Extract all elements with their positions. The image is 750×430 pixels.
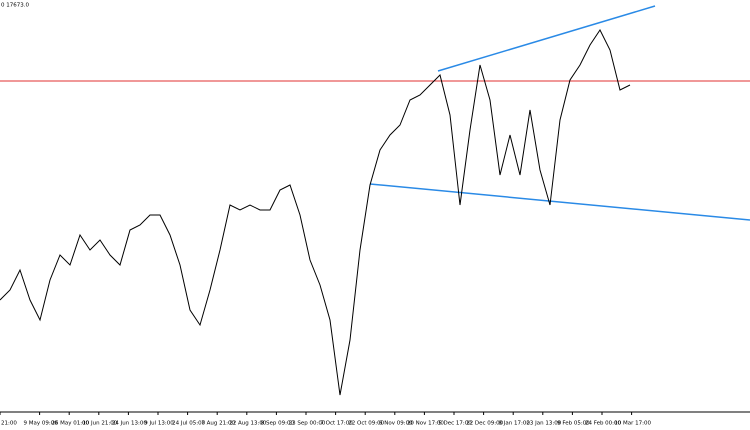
upper-trendline xyxy=(437,5,656,72)
price-label: 0 17673.0 xyxy=(1,3,29,9)
x-tick-label: 22 Aug 13:00 xyxy=(229,421,267,427)
x-tick-label: 24 Jun 13:00 xyxy=(112,421,147,427)
x-tick-label: 26 May 01:00 xyxy=(51,421,89,427)
x-tick-label: 22 Oct 09:00 xyxy=(348,421,384,427)
x-tick-label: 8 Jan 17:00 xyxy=(499,421,531,427)
x-tick-label: 8 Sep 09:00 xyxy=(261,421,295,427)
x-tick-label: 9 Jul 13:00 xyxy=(144,421,174,427)
lower-trendline xyxy=(369,183,750,221)
x-tick-label: 24 Feb 00:00 xyxy=(585,421,622,427)
x-tick-label: 20 Nov 17:00 xyxy=(407,421,445,427)
x-tick-label: 9 May 09:00 xyxy=(23,421,58,427)
x-tick-label: 21:00 xyxy=(1,421,17,427)
x-tick-label: 7 Aug 21:00 xyxy=(201,421,235,427)
x-tick-label: 23 Jan 13:00 xyxy=(526,421,561,427)
x-tick-label: 5 Dec 17:00 xyxy=(438,421,472,427)
x-tick-label: 23 Sep 00:00 xyxy=(289,421,326,427)
x-tick-label: 22 Dec 09:00 xyxy=(466,421,503,427)
x-tick-label: 24 Jul 05:00 xyxy=(172,421,205,427)
x-tick-label: 10 Jun 21:00 xyxy=(82,421,117,427)
x-tick-label: 10 Mar 17:00 xyxy=(614,421,651,427)
x-tick-label: 7 Oct 17:00 xyxy=(320,421,353,427)
price-line xyxy=(0,29,631,396)
x-tick-label: 6 Nov 09:00 xyxy=(379,421,413,427)
x-tick-label: 9 Feb 05:00 xyxy=(557,421,590,427)
